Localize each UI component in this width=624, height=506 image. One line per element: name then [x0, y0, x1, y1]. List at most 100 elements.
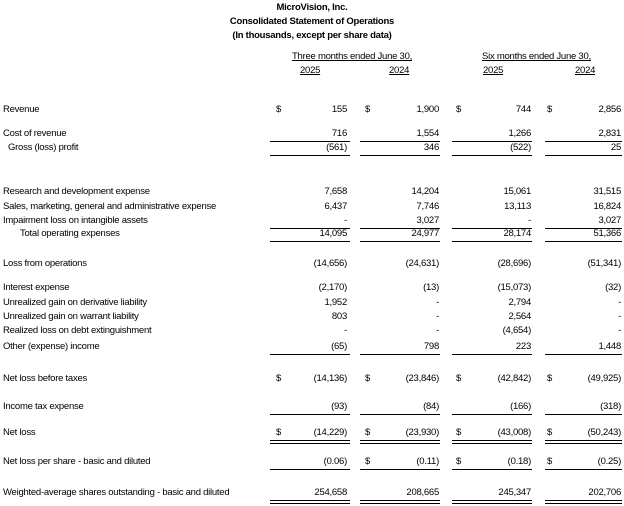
underline: [545, 354, 622, 355]
row-label: Net loss: [3, 427, 36, 438]
cell-value: -: [618, 297, 621, 308]
row-label: Gross (loss) profit: [8, 142, 79, 153]
underline: [360, 354, 440, 355]
currency-symbol: $: [547, 104, 553, 115]
cell-value: 24,977: [411, 228, 439, 239]
company-name: MicroVision, Inc.: [276, 2, 348, 13]
double-underline: [452, 440, 532, 444]
cell-value: 1,554: [416, 128, 439, 139]
double-underline: [360, 440, 440, 444]
cell-value: -: [436, 325, 439, 336]
cell-value: 31,515: [593, 186, 621, 197]
cell-value: (0.11): [416, 456, 439, 467]
cell-value: (0.25): [597, 456, 622, 467]
year-header: 2025: [300, 65, 321, 76]
table-row: Unrealized gain on derivative liability 1…: [0, 297, 624, 311]
currency-symbol: $: [365, 427, 371, 438]
table-row: Impairment loss on intangible assets - 3,0…: [0, 215, 624, 229]
year-header: 2025: [483, 65, 504, 76]
cell-value: (24,631): [405, 258, 440, 269]
cell-value: -: [344, 325, 347, 336]
underline: [360, 469, 440, 470]
row-label: Weighted-average shares outstanding - ba…: [3, 487, 230, 498]
table-row: Interest expense (2,170) (13) (15,073) (32): [0, 282, 624, 296]
underline: [270, 469, 350, 470]
cell-value: 13,113: [504, 201, 531, 212]
underline: [360, 228, 440, 229]
table-row: Research and development expense 7,658 14,…: [0, 186, 624, 200]
table-row: Realized loss on debt extinguishment - - (4…: [0, 325, 624, 339]
cell-value: 1,952: [324, 297, 347, 308]
underline: [452, 228, 532, 229]
cell-value: 16,824: [593, 201, 621, 212]
currency-symbol: $: [365, 104, 371, 115]
cell-value: (28,696): [497, 258, 532, 269]
currency-symbol: $: [276, 373, 282, 384]
row-label: Other (expense) income: [3, 341, 100, 352]
underline: [270, 354, 350, 355]
cell-value: 223: [515, 341, 531, 352]
cell-value: -: [436, 311, 439, 322]
table-row: Total operating expenses 14,095 24,977 28,1…: [0, 228, 624, 242]
table-row: Income tax expense (93) (84) (166) (318): [0, 401, 624, 415]
underline: [545, 414, 622, 415]
table-row: Cost of revenue 716 1,554 1,266 2,831: [0, 128, 624, 142]
cell-value: 254,658: [314, 487, 347, 498]
cell-value: 14,095: [319, 228, 347, 239]
cell-value: (50,243): [587, 427, 622, 438]
cell-value: 25: [610, 142, 621, 153]
cell-value: (84): [423, 401, 439, 412]
underline: [545, 228, 622, 229]
underline: [452, 414, 532, 415]
cell-value: (0.06): [323, 456, 348, 467]
table-row: Net loss $ (14,229) $ (23,930) $ (43,008) $ (50,…: [0, 427, 624, 444]
underline: [545, 241, 622, 242]
cell-value: 208,665: [406, 487, 439, 498]
underline: [360, 141, 440, 142]
cell-value: (14,136): [313, 373, 348, 384]
cell-value: -: [528, 215, 531, 226]
currency-symbol: $: [547, 427, 553, 438]
currency-symbol: $: [547, 456, 553, 467]
double-underline: [360, 500, 440, 504]
double-underline: [545, 500, 622, 504]
row-label: Net loss per share - basic and diluted: [3, 456, 151, 467]
underline: [545, 141, 622, 142]
row-label: Unrealized gain on derivative liability: [3, 297, 147, 308]
cell-value: -: [618, 325, 621, 336]
cell-value: (23,930): [405, 427, 440, 438]
underline: [270, 241, 350, 242]
underline: [270, 141, 350, 142]
cell-value: 1,266: [508, 128, 531, 139]
cell-value: -: [618, 311, 621, 322]
cell-value: (93): [331, 401, 347, 412]
double-underline: [545, 440, 622, 444]
underline: [270, 155, 350, 156]
year-header: 2024: [575, 65, 596, 76]
cell-value: (32): [605, 282, 621, 293]
currency-symbol: $: [456, 427, 462, 438]
three-months-header: Three months ended June 30,: [292, 51, 413, 62]
cell-value: (522): [510, 142, 531, 153]
cell-value: 14,204: [411, 186, 439, 197]
underline: [452, 241, 532, 242]
currency-symbol: $: [456, 104, 462, 115]
currency-symbol: $: [456, 456, 462, 467]
table-row: Weighted-average shares outstanding - ba…: [0, 487, 624, 504]
table-row: Gross (loss) profit (561) 346 (522) 25: [0, 142, 624, 156]
cell-value: (49,925): [587, 373, 622, 384]
double-underline: [270, 440, 350, 444]
underline: [360, 155, 440, 156]
table-row: Loss from operations (14,656) (24,631) (28,…: [0, 258, 624, 272]
cell-value: (561): [326, 142, 347, 153]
cell-value: (13): [423, 282, 439, 293]
cell-value: 716: [331, 128, 347, 139]
currency-symbol: $: [365, 373, 371, 384]
statement-title: Consolidated Statement of Operations: [229, 16, 395, 27]
underline: [452, 354, 532, 355]
units-note: (In thousands, except per share data): [232, 30, 392, 41]
underline: [452, 469, 532, 470]
row-label: Revenue: [3, 104, 40, 115]
currency-symbol: $: [456, 373, 462, 384]
underline: [452, 141, 532, 142]
